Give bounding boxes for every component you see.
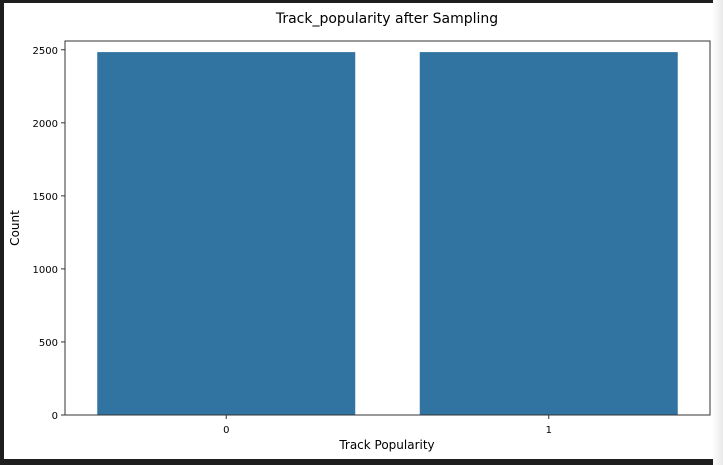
bar-chart: Track_popularity after Sampling 0 500 1000… [8,11,711,452]
x-tick-label-1: 1 [546,425,552,436]
y-tick-label-2500: 2500 [33,46,58,57]
chart-frame: Track_popularity after Sampling 0 500 1000… [4,3,717,459]
plot-area-border [64,40,711,416]
bar-0 [97,52,356,416]
y-tick-label-1500: 1500 [33,192,58,203]
y-tick-label-1000: 1000 [33,265,58,276]
y-tick-label-500: 500 [39,338,58,349]
bars-group [97,52,678,416]
y-axis-label: Count [8,210,22,246]
scrollbar-track[interactable] [713,0,723,465]
y-axis: 0 500 1000 1500 2000 2500 [33,46,65,422]
y-tick-label-0: 0 [52,411,58,422]
x-tick-label-0: 0 [223,425,229,436]
chart-title: Track_popularity after Sampling [275,11,498,27]
x-axis-label: Track Popularity [338,438,434,452]
bar-1 [419,52,678,416]
y-tick-label-2000: 2000 [33,119,58,130]
